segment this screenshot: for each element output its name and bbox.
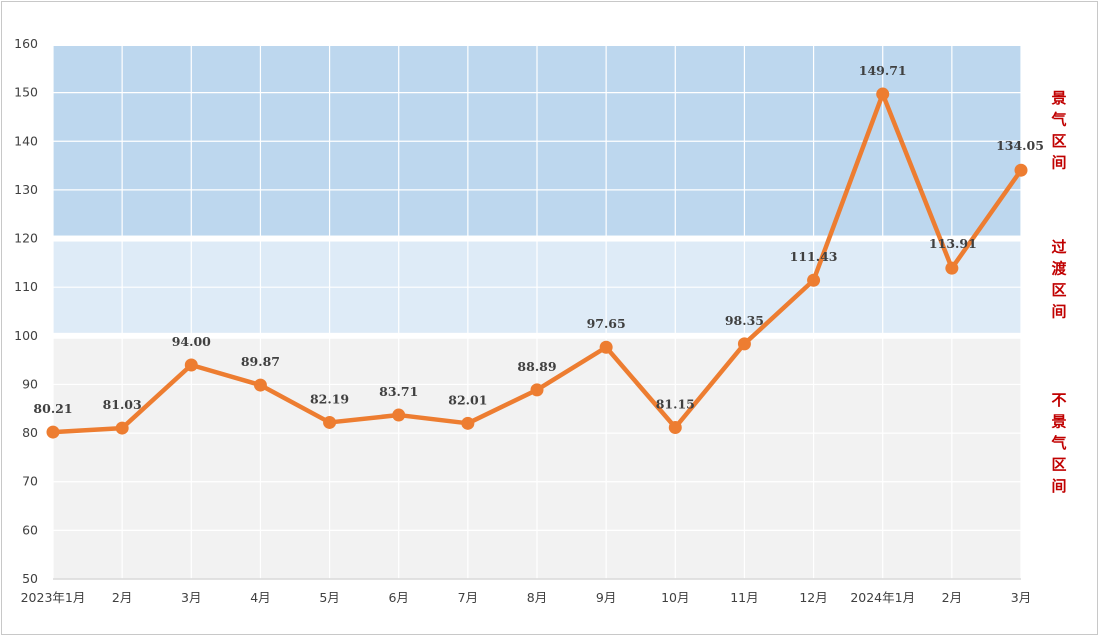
data-label: 83.71 xyxy=(379,384,418,399)
x-tick-label: 4月 xyxy=(250,590,270,605)
x-tick-label: 6月 xyxy=(388,590,408,605)
data-label: 98.35 xyxy=(725,313,764,328)
y-tick-label: 130 xyxy=(14,182,38,197)
data-point xyxy=(323,415,337,429)
x-tick-label: 12月 xyxy=(799,590,827,605)
data-label: 89.87 xyxy=(241,354,280,369)
y-tick-label: 160 xyxy=(14,36,38,51)
zone-label-transition: 过渡区间 xyxy=(1051,238,1067,321)
data-label: 134.05 xyxy=(996,138,1044,153)
y-tick-label: 140 xyxy=(14,133,38,148)
x-tick-label: 9月 xyxy=(596,590,616,605)
data-label: 80.21 xyxy=(33,401,72,416)
y-tick-label: 90 xyxy=(22,376,38,391)
y-tick-label: 100 xyxy=(14,328,38,343)
x-tick-label: 3月 xyxy=(181,590,201,605)
data-point xyxy=(807,273,821,287)
x-tick-label: 2月 xyxy=(942,590,962,605)
y-tick-label: 70 xyxy=(22,474,38,489)
data-point xyxy=(392,408,406,422)
data-label: 111.43 xyxy=(790,249,838,264)
data-point xyxy=(253,378,267,392)
x-tick-label: 2023年1月 xyxy=(21,590,86,605)
data-point xyxy=(876,87,890,101)
data-point xyxy=(461,416,475,430)
y-tick-label: 120 xyxy=(14,231,38,246)
y-tick-label: 80 xyxy=(22,425,38,440)
data-point xyxy=(184,358,198,372)
data-label: 82.19 xyxy=(310,391,349,406)
data-point xyxy=(737,337,751,351)
data-point xyxy=(46,425,60,439)
y-tick-label: 110 xyxy=(14,279,38,294)
data-label: 149.71 xyxy=(859,63,907,78)
x-tick-label: 11月 xyxy=(730,590,758,605)
y-tick-label: 60 xyxy=(22,522,38,537)
data-label: 81.15 xyxy=(656,396,695,411)
data-point xyxy=(115,421,129,435)
data-label: 97.65 xyxy=(587,316,626,331)
y-tick-label: 50 xyxy=(22,571,38,586)
data-label: 82.01 xyxy=(448,392,487,407)
x-tick-label: 2024年1月 xyxy=(850,590,915,605)
data-label: 88.89 xyxy=(517,359,556,374)
y-tick-label: 150 xyxy=(14,85,38,100)
zone-label-boom: 景气区间 xyxy=(1050,89,1066,172)
data-point xyxy=(945,261,959,275)
data-point xyxy=(530,383,544,397)
x-tick-label: 10月 xyxy=(661,590,689,605)
x-tick-label: 8月 xyxy=(527,590,547,605)
x-tick-label: 3月 xyxy=(1011,590,1031,605)
x-tick-label: 2月 xyxy=(112,590,132,605)
data-point xyxy=(599,340,613,354)
data-point xyxy=(1014,163,1028,177)
data-point xyxy=(668,420,682,434)
zone-label-slump: 不景气区间 xyxy=(1050,391,1066,495)
data-label: 81.03 xyxy=(103,397,142,412)
x-tick-label: 7月 xyxy=(458,590,478,605)
x-tick-label: 5月 xyxy=(319,590,339,605)
data-label: 113.91 xyxy=(929,236,977,251)
data-label: 94.00 xyxy=(172,334,211,349)
